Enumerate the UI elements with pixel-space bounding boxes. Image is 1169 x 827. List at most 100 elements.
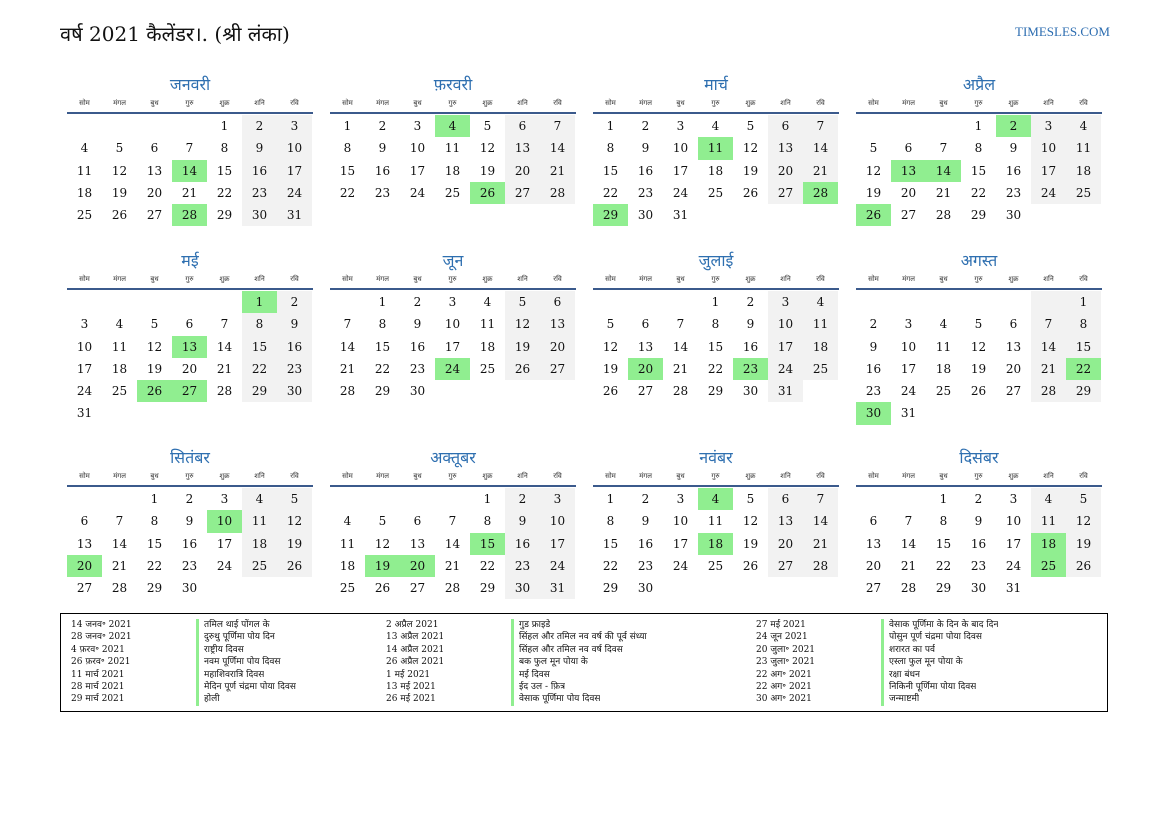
holiday-date: 20 जुला॰ 2021 bbox=[756, 644, 816, 655]
header-rule bbox=[593, 288, 839, 290]
weekday-label: शनि bbox=[1043, 98, 1054, 107]
holiday-day-cell: 25 bbox=[1031, 554, 1066, 578]
weekday-label: रवि bbox=[290, 274, 299, 283]
day-cell: 29 bbox=[970, 208, 987, 223]
day-cell: 18 bbox=[1066, 159, 1101, 182]
day-cell: 1 bbox=[974, 119, 983, 133]
weekday-label: शनि bbox=[1043, 471, 1054, 480]
empty-cell bbox=[207, 291, 242, 313]
empty-cell bbox=[102, 115, 137, 137]
holiday-day-cell: 28 bbox=[172, 204, 207, 227]
day-cell: 7 bbox=[803, 115, 838, 138]
holiday-name: नवम पूर्णिमा पोय दिवस bbox=[196, 656, 281, 669]
day-cell: 6 bbox=[185, 317, 194, 332]
weekday-label: मंगल bbox=[902, 471, 915, 480]
legend-entry: 22 अग॰ 2021 रक्षा बंधन bbox=[756, 668, 998, 681]
day-cell: 10 bbox=[1031, 137, 1066, 160]
holiday-date: 1 मई 2021 bbox=[386, 669, 431, 680]
day-cell: 29 bbox=[602, 581, 619, 596]
day-cell: 12 bbox=[970, 339, 987, 354]
day-cell: 1 bbox=[378, 295, 387, 309]
weekday-label: शुक्र bbox=[745, 274, 756, 283]
day-cell: 17 bbox=[1005, 536, 1022, 551]
day-grid: 1 2 3 4 5 6 7 8 9 10 11 12 13 14 15 16 17 18 19 20 21 22 23 24 2… bbox=[593, 291, 839, 403]
day-cell: 29 bbox=[374, 384, 391, 399]
weekday-label: गुरु bbox=[711, 274, 720, 283]
weekday-label: सोम bbox=[868, 274, 879, 283]
day-cell: 22 bbox=[146, 558, 163, 573]
day-cell: 18 bbox=[935, 361, 952, 376]
holiday-name: महाशिवरात्रि दिवस bbox=[196, 668, 264, 681]
day-cell: 8 bbox=[150, 514, 159, 529]
day-cell: 4 bbox=[242, 488, 277, 511]
day-cell: 18 bbox=[803, 335, 838, 358]
month-calendar: अप्रैल सोम मंगल बुध गुरु शुक्र शनि रवि 1 2 3 4 5 6 7 8 9… bbox=[856, 74, 1102, 250]
empty-cell bbox=[102, 488, 137, 510]
day-cell: 4 bbox=[115, 317, 124, 332]
weekday-header: सोम मंगल बुध गुरु शुक्र शनि रवि bbox=[856, 469, 1102, 483]
day-cell: 20 bbox=[181, 361, 198, 376]
day-cell: 15 bbox=[970, 163, 987, 178]
holiday-name: वेसाक पूर्णिमा के दिन के बाद दिन bbox=[881, 619, 998, 632]
weekday-label: शुक्र bbox=[219, 98, 230, 107]
weekday-header: सोम मंगल बुध गुरु शुक्र शनि रवि bbox=[856, 96, 1102, 110]
day-cell: 29 bbox=[479, 581, 496, 596]
day-cell: 18 bbox=[76, 185, 93, 200]
day-cell: 17 bbox=[444, 339, 461, 354]
site-link[interactable]: TIMESLES.COM bbox=[1015, 24, 1110, 39]
holiday-date: 13 मई 2021 bbox=[386, 681, 436, 692]
day-cell: 7 bbox=[220, 317, 229, 332]
day-cell: 19 bbox=[277, 532, 312, 555]
month-title: मार्च bbox=[704, 75, 728, 94]
legend-entry: 13 मई 2021 ईद उल - फ़ित्र bbox=[386, 680, 647, 694]
weekday-label: बुध bbox=[413, 98, 422, 107]
weekday-label: शुक्र bbox=[482, 98, 493, 107]
weekday-label: सोम bbox=[605, 471, 616, 480]
weekday-label: रवि bbox=[553, 274, 562, 283]
day-cell: 1 bbox=[150, 492, 159, 506]
empty-cell bbox=[137, 291, 172, 313]
day-cell: 29 bbox=[1066, 380, 1101, 403]
month-calendar: अगस्त सोम मंगल बुध गुरु शुक्र शनि रवि 1 2 3 4 5 6 7 8 9 1… bbox=[856, 250, 1102, 447]
weekday-label: शनि bbox=[1043, 274, 1054, 283]
weekday-label: शनि bbox=[780, 274, 791, 283]
holiday-date: 14 जनव॰ 2021 bbox=[71, 620, 132, 630]
weekday-label: गुरु bbox=[185, 274, 194, 283]
day-cell: 22 bbox=[602, 185, 619, 200]
day-grid: 1 2 3 4 5 6 7 8 9 10 11 12 13 14 15 16 17 18 19 20 21 22 23 24 2… bbox=[67, 115, 313, 227]
day-cell: 17 bbox=[900, 361, 917, 376]
day-cell: 7 bbox=[676, 317, 685, 332]
weekday-label: मंगल bbox=[113, 471, 126, 480]
day-cell: 1 bbox=[711, 295, 720, 309]
holiday-day-cell: 20 bbox=[400, 554, 435, 578]
day-cell: 5 bbox=[277, 488, 312, 511]
weekday-label: रवि bbox=[816, 274, 825, 283]
day-cell: 19 bbox=[742, 536, 759, 551]
day-cell: 20 bbox=[768, 532, 803, 555]
empty-cell bbox=[365, 488, 400, 510]
day-cell: 25 bbox=[76, 208, 93, 223]
day-cell: 26 bbox=[505, 357, 540, 381]
day-cell: 31 bbox=[1005, 581, 1022, 596]
header-rule bbox=[330, 288, 576, 290]
holiday-day-cell: 18 bbox=[1031, 532, 1066, 555]
weekday-label: मंगल bbox=[902, 98, 915, 107]
day-cell: 6 bbox=[641, 317, 650, 332]
month-title: दिसंबर bbox=[959, 448, 999, 467]
day-cell: 12 bbox=[742, 514, 759, 529]
day-grid: 1 2 3 4 5 6 7 8 9 10 11 12 13 14 15 16 17 18 19 20 21 22 23 24 2… bbox=[330, 115, 576, 205]
day-grid: 1 2 3 4 5 6 7 8 9 10 11 12 13 14 15 16 17 18 19 20 21 22 23 24 2… bbox=[67, 291, 313, 425]
day-cell: 15 bbox=[935, 536, 952, 551]
weekday-label: रवि bbox=[1079, 274, 1088, 283]
weekday-label: मंगल bbox=[376, 471, 389, 480]
day-cell: 17 bbox=[1031, 159, 1066, 182]
day-cell: 28 bbox=[672, 384, 689, 399]
holiday-date: 26 फ़रव॰ 2021 bbox=[71, 657, 131, 668]
holiday-date: 26 मई 2021 bbox=[386, 694, 436, 705]
month-title: जनवरी bbox=[169, 75, 211, 94]
day-cell: 27 bbox=[540, 357, 575, 381]
day-grid: 1 2 3 4 5 6 7 8 9 10 11 12 13 14 15 16 17 18 19 20 21 22 23 24 2… bbox=[593, 488, 839, 599]
day-cell: 1 bbox=[606, 492, 615, 506]
weekday-label: गुरु bbox=[711, 98, 720, 107]
weekday-label: गुरु bbox=[974, 98, 983, 107]
